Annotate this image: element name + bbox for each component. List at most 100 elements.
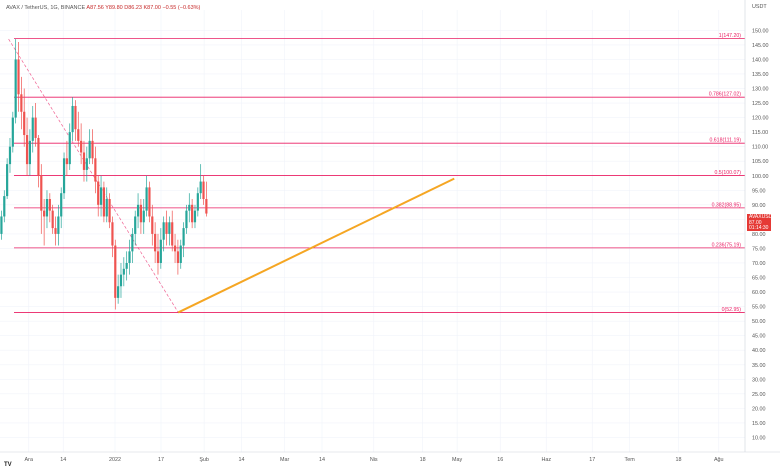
candle-body xyxy=(11,117,14,147)
x-tick-label: 14 xyxy=(319,457,325,463)
y-tick-label: 25.00 xyxy=(752,392,766,398)
candle-body xyxy=(117,286,120,298)
fib-level-label: 0(52.95) xyxy=(722,307,742,313)
y-tick-label: 40.00 xyxy=(752,348,766,354)
candle-body xyxy=(148,187,151,217)
candle-body xyxy=(28,140,31,165)
y-tick-label: 115.00 xyxy=(752,130,768,136)
candle-body xyxy=(25,135,29,165)
candle-body xyxy=(71,105,74,133)
candle-body xyxy=(199,181,202,194)
candle-body xyxy=(37,137,40,176)
y-tick-label: 50.00 xyxy=(752,319,766,325)
symbol-title: AVAX / TetherUS, 1G, BINANCE xyxy=(6,5,86,11)
candle-body xyxy=(23,111,26,136)
current-price-label: AVAXUSDT 87.00 01:14:30 xyxy=(747,214,776,231)
y-tick-label: 135.00 xyxy=(752,72,769,78)
candle-body xyxy=(162,222,165,240)
x-tick-label: Haz xyxy=(541,457,551,463)
candle-body xyxy=(108,199,111,223)
candle-body xyxy=(80,140,83,153)
y-tick-label: 10.00 xyxy=(752,435,766,441)
candle-body xyxy=(171,222,174,246)
y-tick-label: 60.00 xyxy=(752,290,766,296)
candle-body xyxy=(154,233,157,252)
y-tick-label: 70.00 xyxy=(752,261,766,267)
x-tick-label: 18 xyxy=(420,457,426,463)
candle-body xyxy=(17,59,20,95)
candle-body xyxy=(105,199,108,217)
candle-body xyxy=(191,204,194,223)
candle-body xyxy=(176,251,180,263)
y-tick-label: 45.00 xyxy=(752,334,766,340)
candle-body xyxy=(165,222,168,234)
x-tick-label: Nis xyxy=(370,457,378,463)
candle-body xyxy=(34,117,37,138)
candle-body xyxy=(173,245,177,252)
y-tick-label: 100.00 xyxy=(752,174,769,180)
y-tick-label: 150.00 xyxy=(752,28,769,34)
currency-label: USDT xyxy=(752,4,767,10)
candle-body xyxy=(99,187,103,205)
x-tick-label: 16 xyxy=(497,457,503,463)
candle-body xyxy=(131,233,134,252)
y-tick-label: 90.00 xyxy=(752,203,766,209)
candle-body xyxy=(125,262,128,269)
fib-level-label: 0.5(100.07) xyxy=(714,170,741,176)
y-tick-label: 80.00 xyxy=(752,232,766,238)
candle-body xyxy=(60,193,63,217)
candle-body xyxy=(182,228,185,246)
x-tick-label: 18 xyxy=(676,457,682,463)
fib-level-label: 0.236(75.19) xyxy=(712,242,742,248)
candle-body xyxy=(179,245,182,263)
y-tick-label: 15.00 xyxy=(752,421,766,427)
symbol-header: AVAX / TetherUS, 1G, BINANCE A87.56 Y89.… xyxy=(6,5,200,11)
fib-diagonal-line xyxy=(8,38,179,313)
x-tick-label: 17 xyxy=(589,457,595,463)
x-tick-label: Şub xyxy=(199,457,209,463)
fib-level-label: 1(147.20) xyxy=(719,33,741,39)
candle-body xyxy=(31,117,34,141)
price-value: 87.00 xyxy=(749,219,762,226)
y-tick-label: 55.00 xyxy=(752,305,766,311)
candle-body xyxy=(156,251,160,263)
y-tick-label: 30.00 xyxy=(752,377,766,383)
y-tick-label: 145.00 xyxy=(752,43,769,49)
candle-body xyxy=(151,216,154,234)
candle-body xyxy=(20,94,23,112)
x-tick-label: Mar xyxy=(280,457,289,463)
candle-body xyxy=(134,216,137,234)
candle-body xyxy=(202,181,205,200)
candle-body xyxy=(159,239,162,263)
x-tick-label: Ağu xyxy=(714,457,724,463)
y-tick-label: 105.00 xyxy=(752,159,769,165)
candle-body xyxy=(94,158,97,182)
candle-body xyxy=(14,59,17,118)
candle-body xyxy=(43,210,46,217)
candle-body xyxy=(51,210,54,229)
x-tick-label: Ara xyxy=(25,457,33,463)
candle-body xyxy=(40,175,43,211)
candle-body xyxy=(196,193,199,211)
y-tick-label: 75.00 xyxy=(752,246,766,252)
candle-body xyxy=(102,187,106,217)
y-tick-label: 95.00 xyxy=(752,188,766,194)
candle-body xyxy=(136,204,140,217)
x-tick-label: 14 xyxy=(60,457,66,463)
candle-body xyxy=(74,105,77,130)
candle-body xyxy=(139,204,143,223)
fib-level-label: 0.786(127.02) xyxy=(709,92,742,98)
ticker-label: AVAXUSDT xyxy=(749,214,776,220)
candle-body xyxy=(168,222,171,234)
candle-body xyxy=(185,210,188,229)
y-tick-label: 110.00 xyxy=(752,145,768,151)
x-tick-label: 14 xyxy=(239,457,245,463)
candle-body xyxy=(57,216,60,234)
candle-body xyxy=(62,158,66,194)
candle-body xyxy=(45,199,49,217)
candle-body xyxy=(111,222,114,246)
candle-body xyxy=(48,199,51,211)
candle-body xyxy=(188,204,191,211)
